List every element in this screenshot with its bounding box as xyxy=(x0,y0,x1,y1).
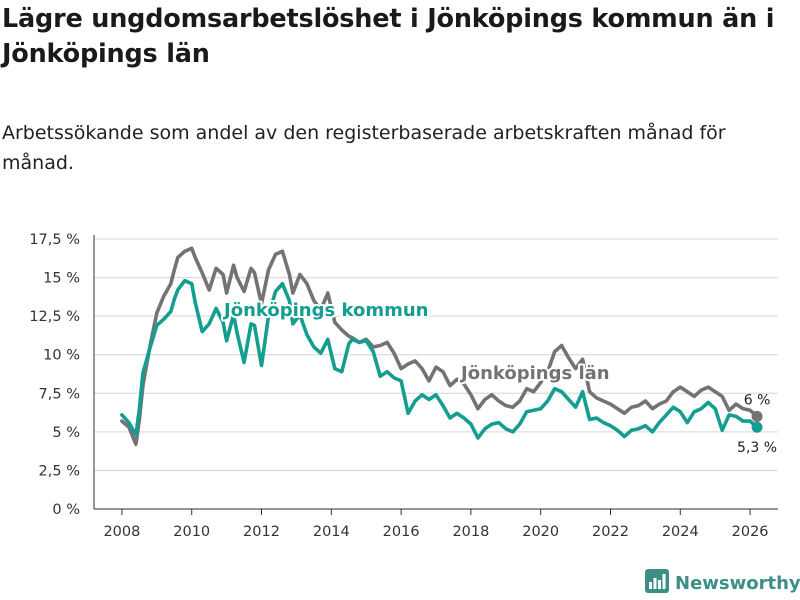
chart-title: Lägre ungdomsarbetslöshet i Jönköpings k… xyxy=(2,4,775,69)
brand-name: Newsworthy xyxy=(675,572,800,594)
gridlines xyxy=(94,238,778,510)
x-tick-label: 2014 xyxy=(313,524,350,540)
x-tick-label: 2022 xyxy=(592,524,629,540)
bar-chart-logo-icon xyxy=(645,569,669,597)
end-point-kommun xyxy=(751,421,763,433)
y-tick-label: 7,5 % xyxy=(39,386,80,402)
x-tick-label: 2008 xyxy=(103,524,140,540)
series-line-kommun xyxy=(120,278,759,440)
y-tick-label: 15 % xyxy=(43,271,80,287)
series-line-lan xyxy=(120,246,759,446)
y-tick-label: 5 % xyxy=(52,425,80,441)
series-label-kommun-halo: Jönköpings kommun xyxy=(222,300,428,321)
y-tick-label: 10 % xyxy=(43,348,80,364)
x-tick-label: 2012 xyxy=(243,524,280,540)
x-tick-label: 2020 xyxy=(522,524,559,540)
axes: 0 % 2,5 % 5 % 7,5 % 10 % 12,5 % 15 % 17,5 % 2008… xyxy=(29,232,778,540)
y-tick-label: 17,5 % xyxy=(29,232,80,248)
y-tick-label: 2,5 % xyxy=(39,463,80,479)
series-lines xyxy=(120,246,763,446)
x-tick-label: 2016 xyxy=(383,524,420,540)
x-tick-label: 2018 xyxy=(452,524,489,540)
end-label-lan: 6 % xyxy=(744,392,771,408)
series-label-lan-halo: Jönköpings län xyxy=(459,363,610,384)
end-label-kommun: 5,3 % xyxy=(737,440,777,456)
x-tick-label: 2024 xyxy=(662,524,699,540)
x-tick-label: 2026 xyxy=(732,524,769,540)
series-label-lan: Jönköpings län xyxy=(459,363,610,384)
x-tick-label: 2010 xyxy=(173,524,210,540)
newsworthy-brand[interactable]: Newsworthy xyxy=(645,569,800,597)
y-tick-label: 12,5 % xyxy=(29,309,80,325)
series-label-kommun: Jönköpings kommun xyxy=(222,300,428,321)
end-point-lan xyxy=(751,410,763,422)
chart-subtitle: Arbetssökande som andel av den registerb… xyxy=(2,122,726,174)
y-tick-label: 0 % xyxy=(52,502,80,518)
